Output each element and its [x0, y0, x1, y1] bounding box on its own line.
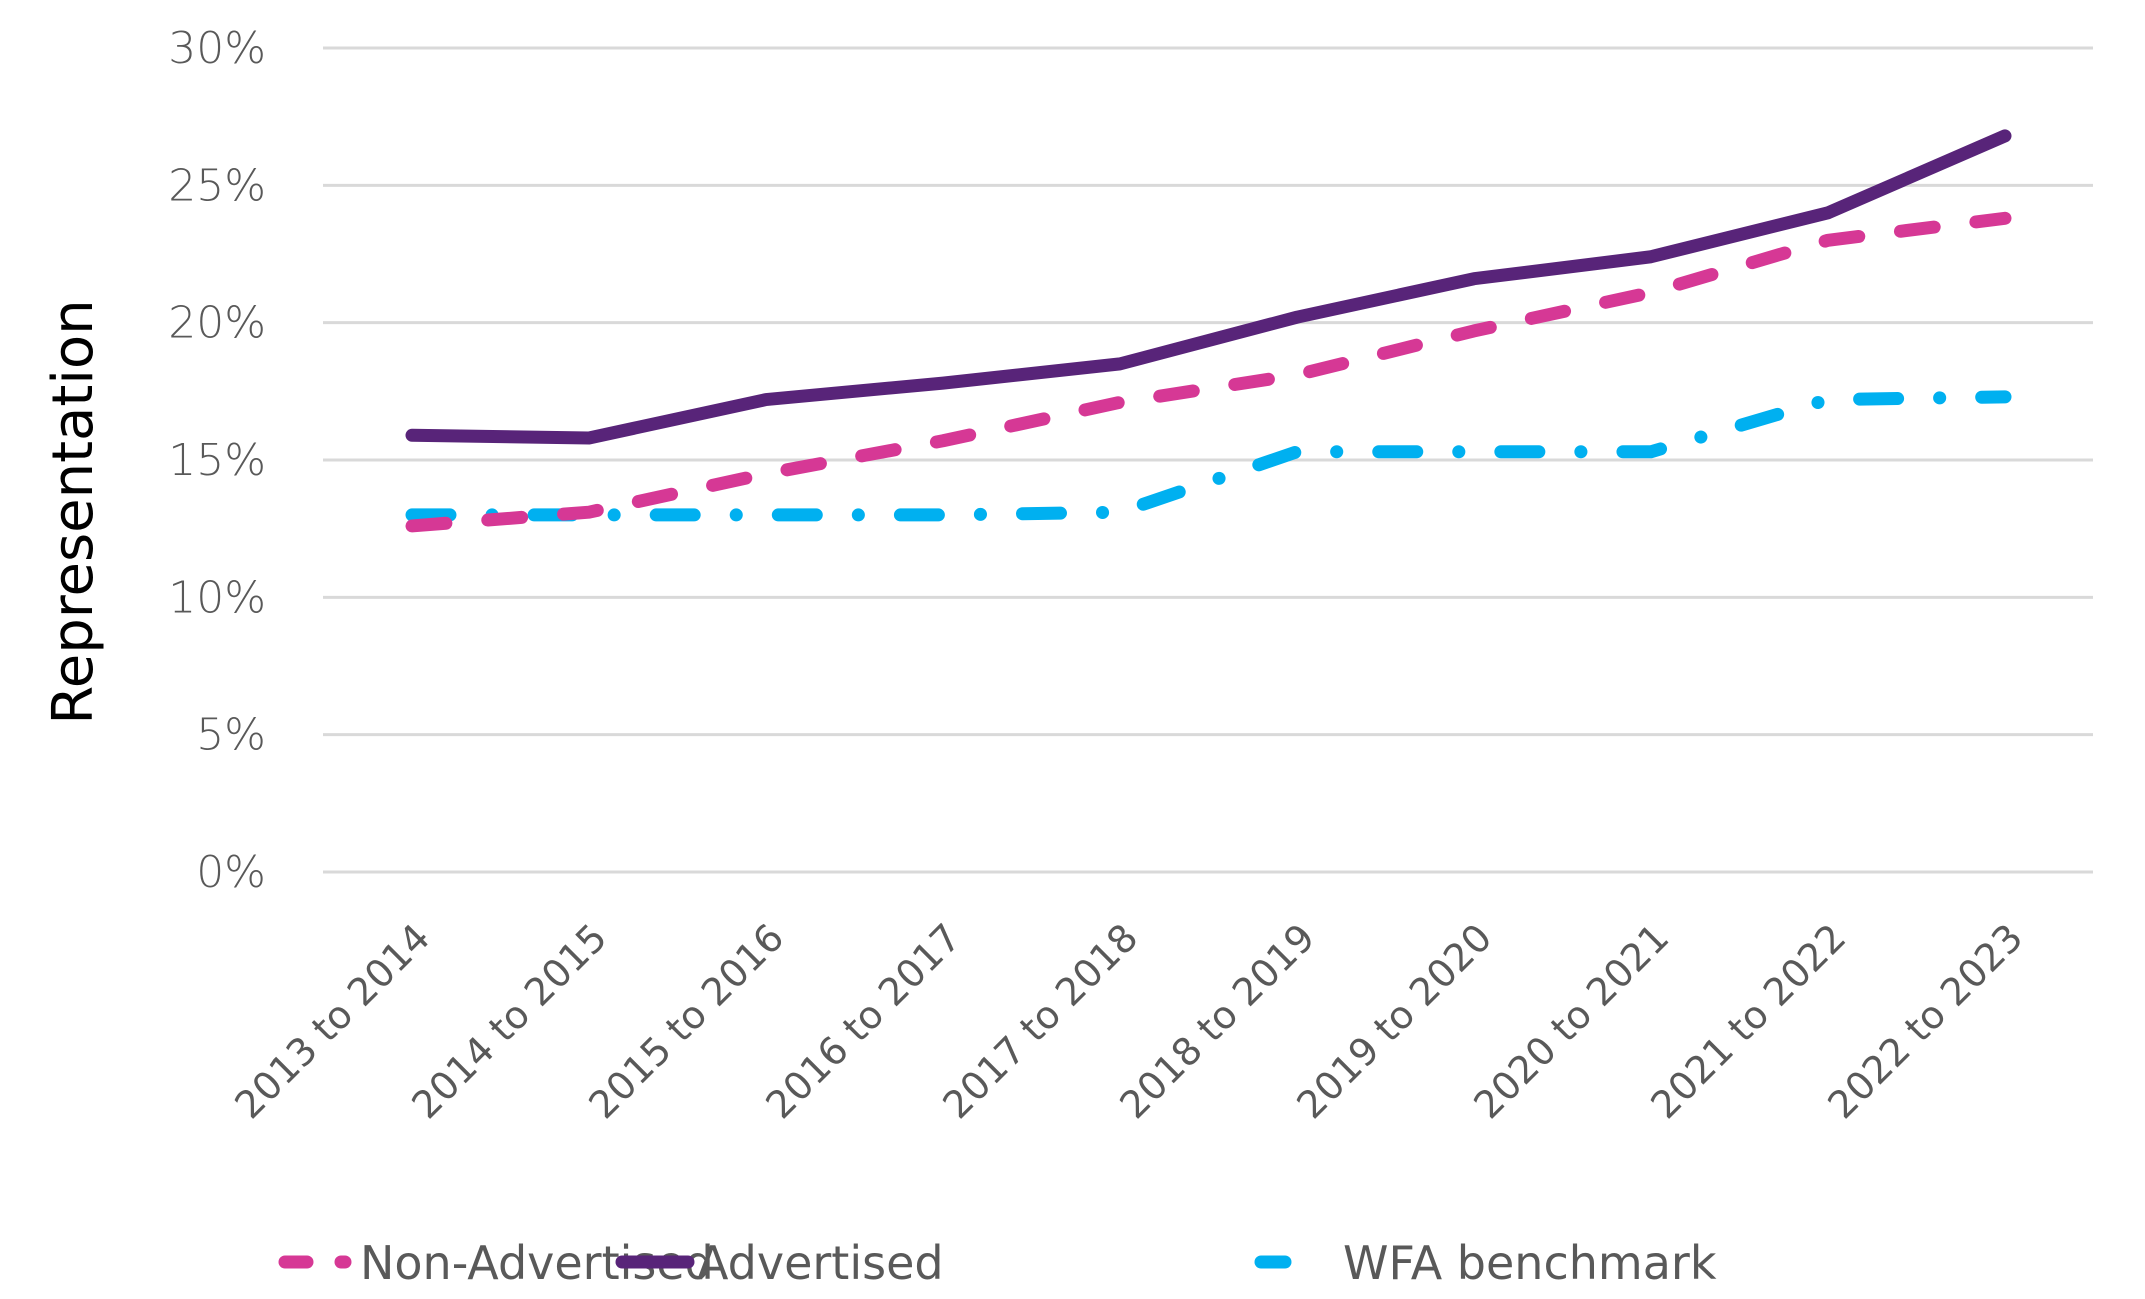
legend-label: Advertised — [697, 1236, 944, 1290]
legend-label: WFA benchmark — [1343, 1236, 1717, 1290]
gridlines — [323, 46, 2093, 874]
legend-item: WFA benchmark — [1254, 1236, 1717, 1290]
legend-item: Advertised — [615, 1236, 944, 1290]
y-tick-label: 10% — [168, 572, 266, 623]
y-tick-label: 25% — [168, 160, 266, 211]
y-tick-label: 5% — [196, 710, 266, 761]
series-line — [405, 129, 2012, 445]
series-line — [405, 390, 2012, 522]
y-tick-label: 0% — [196, 847, 266, 898]
y-axis-ticks: 0% 5% 10% 15% 20% 25% 30% — [168, 23, 266, 898]
y-axis-title: Representation — [41, 299, 106, 724]
y-tick-label: 15% — [168, 435, 266, 486]
y-tick-label: 30% — [168, 23, 266, 74]
series-non-advertised — [405, 211, 2012, 533]
series-advertised — [405, 129, 2012, 445]
series-lines — [405, 129, 2012, 533]
series-line — [405, 211, 2012, 533]
y-tick-label: 20% — [168, 298, 266, 349]
